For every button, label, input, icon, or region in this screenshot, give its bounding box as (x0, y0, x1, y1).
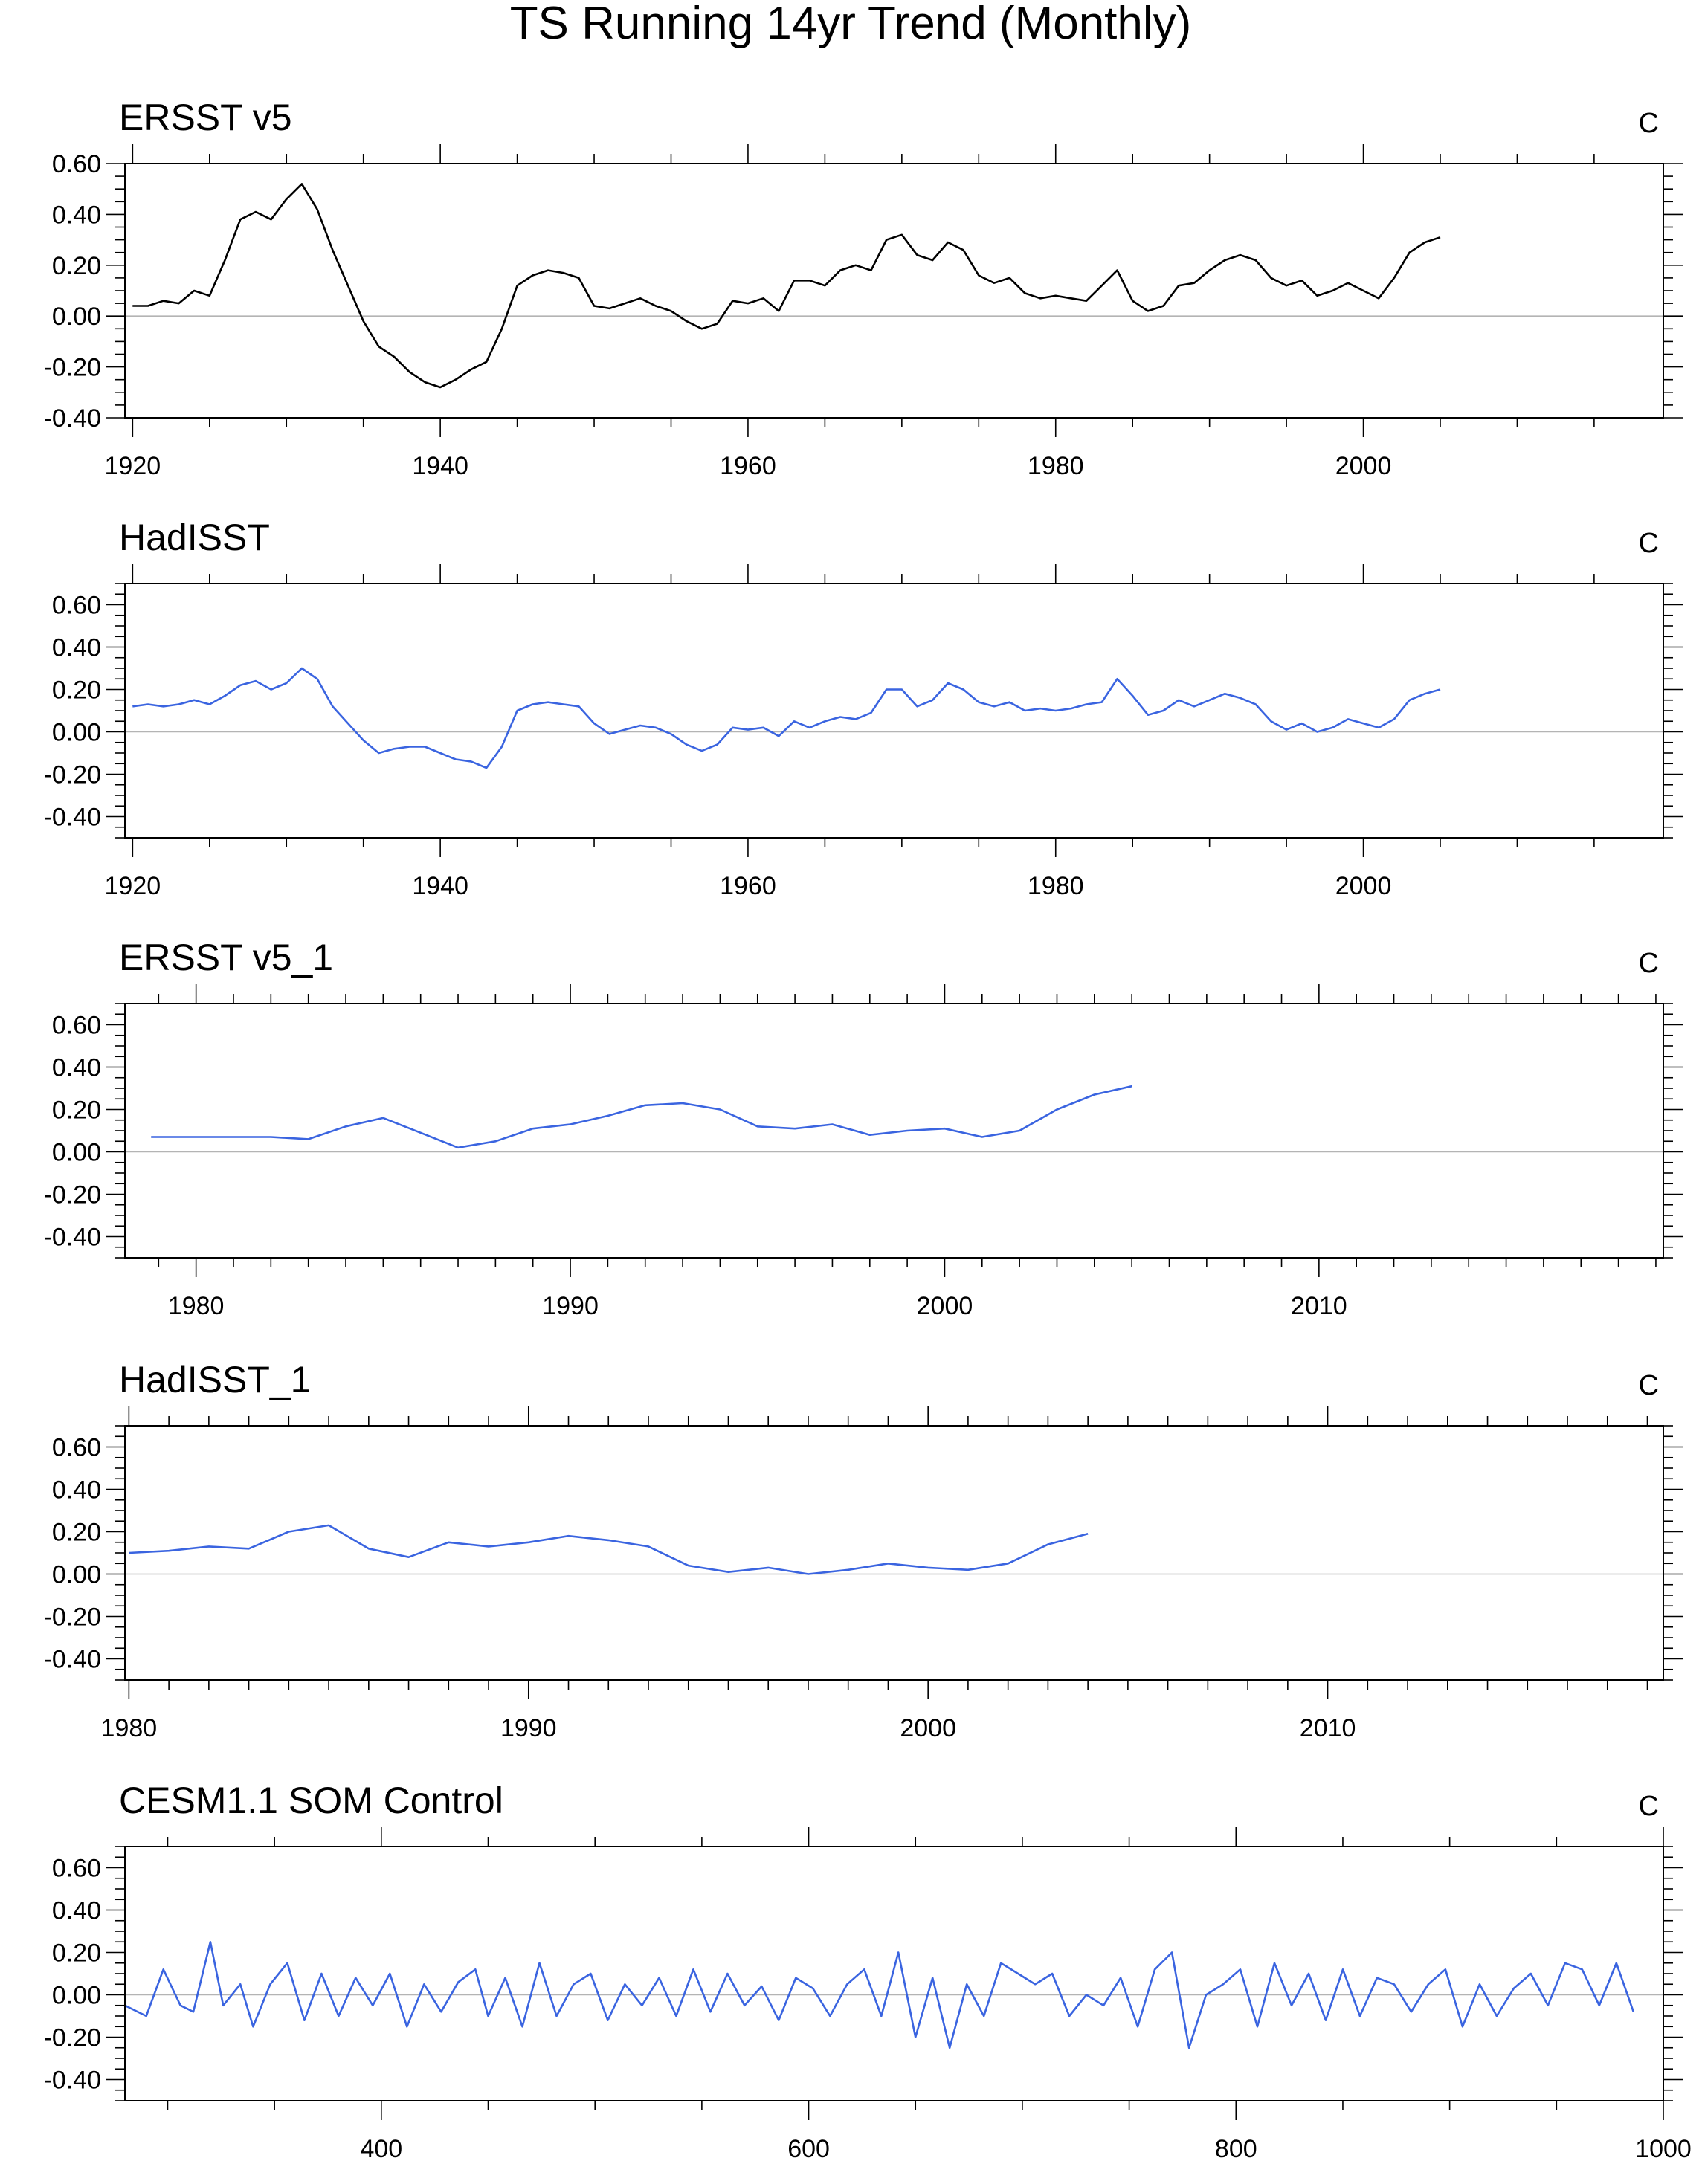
y-tick-label: 0.40 (52, 1476, 101, 1505)
y-tick-label: -0.40 (44, 2067, 102, 2095)
y-tick-label: -0.20 (44, 2024, 102, 2052)
y-tick-label: 0.20 (52, 1096, 101, 1125)
x-tick-label: 1000 (1635, 2135, 1692, 2163)
y-tick-label: -0.40 (44, 1646, 102, 1674)
x-tick-label: 1960 (720, 872, 776, 900)
x-tick-label: 1980 (101, 1714, 158, 1742)
series-line (129, 1524, 1089, 1575)
x-tick-label: 1980 (1028, 452, 1084, 480)
y-tick-label: 0.00 (52, 719, 101, 747)
y-tick-label: 0.00 (52, 1139, 101, 1167)
x-tick-label: 800 (1215, 2135, 1257, 2163)
x-tick-label: 1980 (168, 1292, 225, 1320)
x-tick-label: 2000 (900, 1714, 956, 1742)
series-line (124, 1941, 1635, 2049)
y-tick-label: 0.60 (52, 1855, 101, 1883)
y-tick-label: -0.40 (44, 404, 102, 433)
y-tick-label: 0.60 (52, 1434, 101, 1462)
chart-title: ERSST v5 (119, 97, 292, 138)
y-tick-label: -0.20 (44, 1603, 102, 1632)
y-tick-label: 0.20 (52, 676, 101, 705)
chart-title: HadISST (119, 517, 270, 558)
units-label: C (1639, 1370, 1659, 1401)
x-tick-label: 1990 (500, 1714, 557, 1742)
series-line (132, 183, 1441, 389)
y-tick-label: -0.40 (44, 804, 102, 832)
x-tick-label: 1940 (412, 872, 468, 900)
plot-frame (124, 583, 1664, 839)
x-tick-label: 1920 (105, 872, 161, 900)
chart-title: HadISST_1 (119, 1359, 311, 1400)
series-line (132, 667, 1441, 769)
y-tick-label: 0.20 (52, 1939, 101, 1968)
plot-frame (124, 163, 1664, 419)
x-tick-label: 2010 (1300, 1714, 1356, 1742)
chart-title: ERSST v5_1 (119, 937, 333, 978)
y-tick-label: -0.40 (44, 1224, 102, 1252)
chart-panel: ERSST v5 C 1920 1940 1960 1980 2000 0.60 0.40 0.2… (44, 97, 1683, 480)
plot-frame (124, 1846, 1664, 2101)
x-tick-label: 2000 (1335, 452, 1392, 480)
x-tick-label: 400 (360, 2135, 402, 2163)
y-tick-label: 0.00 (52, 1561, 101, 1589)
chart-panel: CESM1.1 SOM Control C 400 600 800 1000 0.60 0.4… (44, 1780, 1692, 2163)
units-label: C (1639, 948, 1659, 979)
y-tick-label: 0.20 (52, 1519, 101, 1547)
y-tick-label: 0.60 (52, 150, 101, 178)
y-tick-label: 0.00 (52, 1982, 101, 2010)
chart-title: CESM1.1 SOM Control (119, 1780, 503, 1821)
x-tick-label: 1960 (720, 452, 776, 480)
y-tick-label: 0.00 (52, 303, 101, 331)
x-tick-label: 2000 (917, 1292, 973, 1320)
y-tick-label: 0.60 (52, 1012, 101, 1040)
x-tick-label: 1940 (412, 452, 468, 480)
x-tick-label: 600 (787, 2135, 830, 2163)
figure-title: TS Running 14yr Trend (Monthly) (510, 0, 1192, 49)
plot-frame (124, 1003, 1664, 1259)
chart-panel: ERSST v5_1 C 1980 1990 2000 2010 0.60 0.40 0.20 0… (44, 937, 1683, 1320)
x-tick-label: 2000 (1335, 872, 1392, 900)
series-line (151, 1085, 1132, 1149)
x-tick-label: 1990 (542, 1292, 599, 1320)
y-tick-label: 0.60 (52, 592, 101, 620)
x-tick-label: 1980 (1028, 872, 1084, 900)
chart-panel: HadISST C 1920 1940 1960 1980 2000 0.60 0.40 0.20… (44, 517, 1683, 900)
y-tick-label: -0.20 (44, 761, 102, 789)
plot-frame (124, 1425, 1664, 1681)
x-tick-label: 2010 (1291, 1292, 1347, 1320)
chart-panel: HadISST_1 C 1980 1990 2000 2010 0.60 0.40 0.20 0.… (44, 1359, 1683, 1742)
y-tick-label: 0.40 (52, 634, 101, 662)
y-tick-label: 0.40 (52, 201, 101, 229)
units-label: C (1639, 528, 1659, 559)
y-tick-label: 0.40 (52, 1054, 101, 1082)
units-label: C (1639, 108, 1659, 139)
x-tick-label: 1920 (105, 452, 161, 480)
units-label: C (1639, 1791, 1659, 1822)
y-tick-label: -0.20 (44, 1181, 102, 1209)
y-tick-label: 0.40 (52, 1897, 101, 1925)
y-tick-label: -0.20 (44, 354, 102, 382)
y-tick-label: 0.20 (52, 252, 101, 280)
